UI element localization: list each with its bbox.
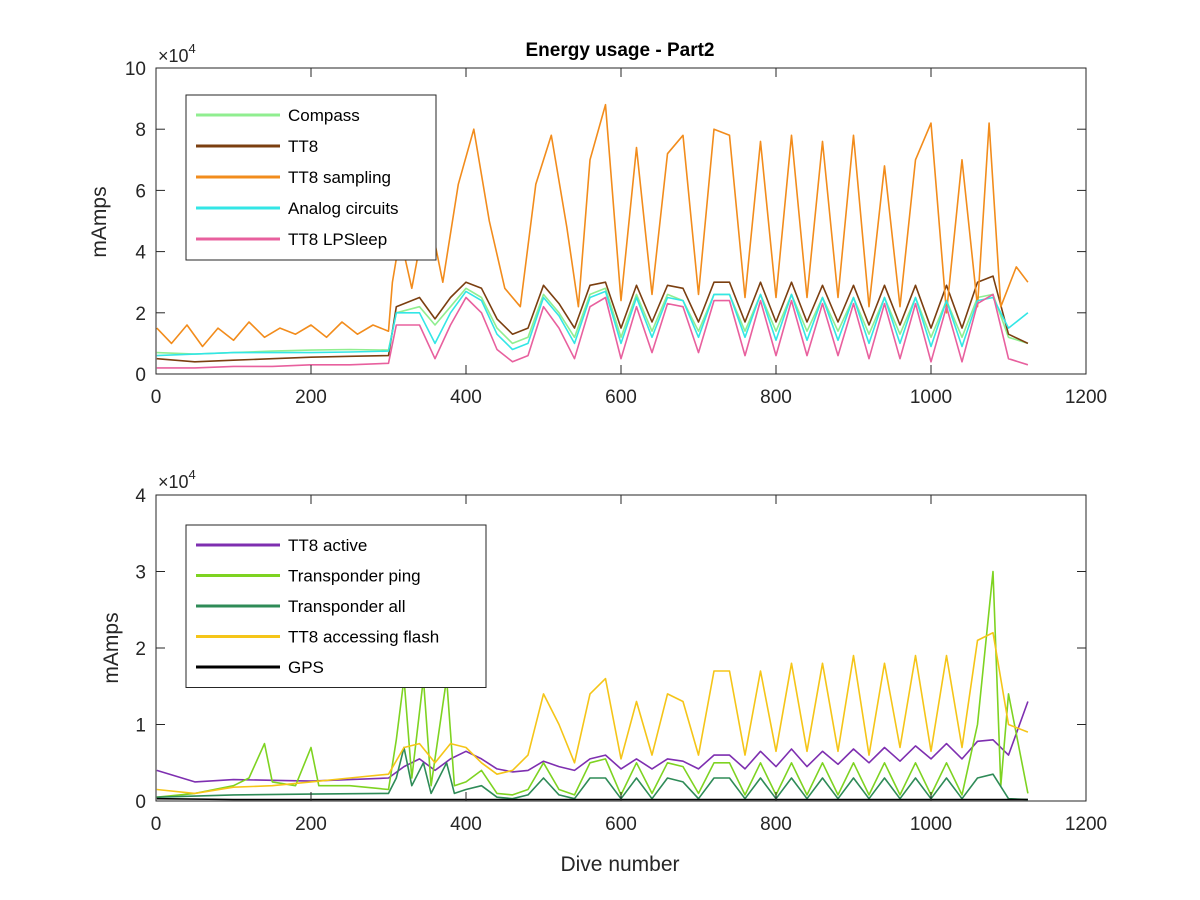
plot-area-top: [156, 103, 1029, 369]
x-tick-label: 1000: [910, 814, 952, 835]
y-exponent-power: 4: [189, 41, 196, 56]
axes-top: 0 200 400 600 800 1000 1200 0 2 4 6 8 10: [125, 59, 1107, 408]
y-tick-label: 0: [135, 792, 146, 813]
x-tick-label: 1200: [1065, 387, 1107, 408]
series-line-gps: [156, 797, 1028, 801]
legend-bottom: TT8 active Transponder ping Transponder al…: [185, 524, 487, 688]
y-axis-label: mAmps: [100, 612, 123, 683]
x-tick-label: 400: [450, 387, 482, 408]
legend-label-tt8-active: TT8 active: [288, 536, 367, 555]
x-tick-label: 600: [605, 814, 637, 835]
y-tick-label: 10: [125, 59, 146, 80]
legend-label-tt8-sampling: TT8 sampling: [288, 168, 391, 187]
legend-label-tt8: TT8: [288, 137, 318, 156]
legend-label-analog-circuits: Analog circuits: [288, 199, 399, 218]
series-line-transponder-all: [156, 746, 1028, 801]
legend-label-compass: Compass: [288, 106, 360, 125]
axes-bottom: 0 200 400 600 800 1000 1200 0 1 2 3 4: [135, 486, 1107, 835]
y-exponent-base: ×10: [158, 46, 189, 66]
legend-label-transponder-all: Transponder all: [288, 597, 406, 616]
y-tick-label: 8: [135, 120, 146, 141]
y-tick-label: 1: [135, 716, 146, 737]
series-line-tt8-active: [156, 701, 1029, 783]
legend-label-tt8-accessing-flash: TT8 accessing flash: [288, 628, 439, 647]
y-tick-label: 0: [135, 365, 146, 386]
series-line-tt8-accessing-flash: [156, 631, 1029, 795]
y-axis-label: mAmps: [88, 186, 111, 257]
legend-label-tt8-lpsleep: TT8 LPSleep: [288, 230, 387, 249]
y-tick-label: 2: [135, 639, 146, 660]
legend-label-transponder-ping: Transponder ping: [288, 567, 421, 586]
series-line-transponder-ping: [156, 570, 1029, 798]
plot-area-bottom: [156, 570, 1029, 801]
y-tick-label: 3: [135, 563, 146, 584]
y-exponent-power: 4: [189, 467, 196, 482]
x-tick-label: 400: [450, 814, 482, 835]
series-line-compass: [156, 287, 1029, 355]
y-tick-label: 4: [135, 243, 146, 264]
chart-title: Energy usage - Part2: [525, 40, 714, 61]
series-line-tt8: [156, 275, 1029, 363]
series-line-tt8-sampling: [156, 103, 1029, 348]
series-line-tt8-lpsleep: [156, 293, 1029, 369]
y-axis-exponent: ×104: [158, 467, 196, 492]
x-tick-label: 1000: [910, 387, 952, 408]
y-axis-exponent: ×104: [158, 41, 196, 66]
x-tick-label: 0: [151, 814, 162, 835]
legend-top: Compass TT8 TT8 sampling Analog circuits TT8…: [185, 94, 437, 261]
legend-label-gps: GPS: [288, 658, 324, 677]
x-tick-label: 800: [760, 387, 792, 408]
y-tick-label: 6: [135, 181, 146, 202]
x-tick-label: 200: [295, 814, 327, 835]
x-tick-label: 800: [760, 814, 792, 835]
chart-bottom: mAmps Dive number ×104 0 200 400 600 800 1000…: [100, 467, 1107, 876]
y-tick-label: 4: [135, 486, 146, 507]
series-line-analog-circuits: [156, 290, 1029, 357]
x-tick-label: 600: [605, 387, 637, 408]
x-axis-label: Dive number: [560, 853, 679, 876]
x-tick-label: 0: [151, 387, 162, 408]
x-tick-label: 200: [295, 387, 327, 408]
chart-top: Energy usage - Part2 mAmps ×104 0 200 400 6…: [88, 40, 1107, 408]
x-tick-label: 1200: [1065, 814, 1107, 835]
y-exponent-base: ×10: [158, 472, 189, 492]
y-tick-label: 2: [135, 304, 146, 325]
